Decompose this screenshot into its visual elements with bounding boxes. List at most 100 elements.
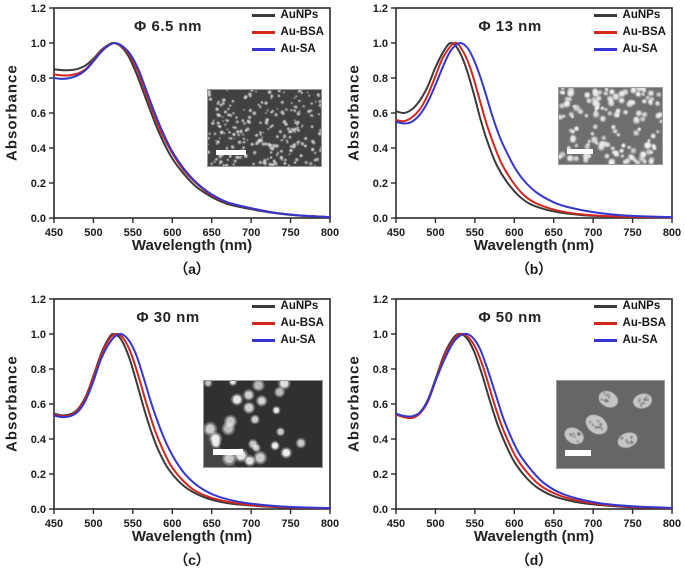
svg-text:1.0: 1.0 — [373, 329, 388, 341]
svg-text:500: 500 — [84, 227, 102, 238]
svg-text:0.4: 0.4 — [31, 434, 47, 446]
legend: AuNPs Au-BSA Au-SA — [593, 8, 666, 56]
legend-entry-aubsa: Au-BSA — [251, 25, 324, 39]
legend-entry-ausa: Au-SA — [593, 333, 666, 347]
legend: AuNPs Au-BSA Au-SA — [593, 299, 666, 347]
legend-label: AuNPs — [622, 8, 661, 21]
svg-text:550: 550 — [124, 227, 142, 238]
legend-line-swatch — [251, 48, 275, 51]
svg-text:800: 800 — [663, 518, 681, 529]
svg-text:450: 450 — [45, 227, 63, 238]
svg-text:1.2: 1.2 — [373, 294, 388, 306]
legend-entry-aunps: AuNPs — [251, 9, 324, 22]
svg-text:1.2: 1.2 — [373, 3, 388, 15]
x-axis-label: Wavelength (nm) — [131, 237, 253, 254]
legend-label: Au-BSA — [622, 25, 666, 38]
svg-text:600: 600 — [163, 227, 181, 238]
sem-inset-image — [556, 380, 665, 469]
legend-label: Au-BSA — [280, 316, 324, 329]
scalebar — [216, 150, 246, 155]
scalebar — [213, 449, 243, 455]
panel-c: Absorbance 450 500 550 600 650 700 750 800 0.0 0.… — [0, 291, 342, 582]
legend-label: Au-SA — [622, 333, 658, 346]
svg-text:0.0: 0.0 — [373, 213, 388, 225]
svg-text:0.2: 0.2 — [31, 469, 46, 481]
panel-title: Φ 13 nm — [478, 18, 542, 35]
legend-label: Au-BSA — [280, 25, 324, 38]
spectra-plot-d: 450 500 550 600 650 700 750 800 0.0 0.2 0.4 0.6 0.8 1… — [373, 294, 681, 529]
legend-line-swatch — [251, 305, 275, 308]
panel-letter: （b） — [515, 261, 553, 277]
svg-text:800: 800 — [663, 227, 681, 238]
legend-label: Au-BSA — [622, 316, 666, 329]
legend: AuNPs Au-BSA Au-SA — [251, 9, 324, 56]
svg-text:750: 750 — [281, 518, 299, 529]
svg-text:600: 600 — [505, 227, 523, 238]
panel-a: Absorbance 450 500 550 600 650 700 750 800 0.0 0.… — [0, 0, 342, 291]
svg-text:550: 550 — [466, 227, 484, 238]
svg-text:750: 750 — [623, 518, 641, 529]
svg-text:0.8: 0.8 — [31, 73, 46, 85]
sem-inset-image — [203, 380, 323, 468]
spectra-plot-c: 450 500 550 600 650 700 750 800 0.0 0.2 0.4 0.6 0.8 1… — [31, 294, 339, 529]
svg-text:0.0: 0.0 — [373, 504, 388, 516]
svg-text:0.6: 0.6 — [373, 108, 388, 120]
svg-text:0.8: 0.8 — [31, 364, 46, 376]
legend-line-swatch — [593, 305, 617, 308]
legend-entry-aunps: AuNPs — [593, 299, 666, 313]
svg-text:1.2: 1.2 — [31, 294, 46, 306]
svg-text:800: 800 — [321, 518, 339, 529]
svg-text:0.0: 0.0 — [31, 504, 46, 516]
svg-text:0.6: 0.6 — [31, 399, 46, 411]
legend-entry-aubsa: Au-BSA — [251, 316, 324, 330]
legend-entry-aubsa: Au-BSA — [593, 25, 666, 39]
scalebar — [565, 450, 591, 456]
svg-text:0.0: 0.0 — [31, 213, 46, 225]
panel-title: Φ 50 nm — [478, 309, 542, 326]
legend: AuNPs Au-BSA Au-SA — [251, 299, 324, 347]
legend-line-swatch — [251, 14, 275, 17]
legend-entry-ausa: Au-SA — [251, 333, 324, 347]
scalebar — [567, 149, 593, 154]
panel-title: Φ 30 nm — [136, 309, 200, 326]
svg-text:450: 450 — [45, 518, 63, 529]
sem-inset-image — [207, 89, 322, 167]
legend-line-swatch — [251, 31, 275, 34]
svg-text:650: 650 — [545, 518, 563, 529]
svg-text:650: 650 — [545, 227, 563, 238]
legend-line-swatch — [593, 48, 617, 51]
svg-text:0.4: 0.4 — [31, 143, 47, 155]
legend-label: AuNPs — [622, 299, 661, 312]
svg-text:600: 600 — [163, 518, 181, 529]
x-axis-label: Wavelength (nm) — [473, 237, 595, 254]
spectra-plot-a: 450 500 550 600 650 700 750 800 0.0 0.2 0.4 0.6 0.8 1… — [31, 3, 339, 238]
svg-text:450: 450 — [387, 227, 405, 238]
legend-line-swatch — [251, 322, 275, 325]
svg-text:700: 700 — [242, 518, 260, 529]
svg-text:1.0: 1.0 — [31, 329, 46, 341]
svg-text:0.4: 0.4 — [373, 434, 389, 446]
svg-text:750: 750 — [623, 227, 641, 238]
legend-entry-aunps: AuNPs — [593, 8, 666, 22]
x-axis-label: Wavelength (nm) — [131, 528, 253, 545]
svg-text:800: 800 — [321, 227, 339, 238]
legend-label: AuNPs — [280, 299, 319, 312]
svg-text:650: 650 — [203, 518, 221, 529]
panel-title: Φ 6.5 nm — [134, 18, 202, 35]
svg-text:450: 450 — [387, 518, 405, 529]
panel-letter: （a） — [174, 261, 210, 277]
svg-text:0.6: 0.6 — [373, 399, 388, 411]
legend-label: Au-SA — [280, 333, 316, 346]
svg-text:500: 500 — [84, 518, 102, 529]
spectra-plot-b: 450 500 550 600 650 700 750 800 0.0 0.2 0.4 0.6 0.8 1… — [373, 3, 681, 238]
svg-text:500: 500 — [426, 227, 444, 238]
svg-text:1.0: 1.0 — [373, 38, 388, 50]
svg-text:1.0: 1.0 — [31, 38, 46, 50]
svg-text:0.2: 0.2 — [373, 469, 388, 481]
legend-line-swatch — [251, 339, 275, 342]
svg-text:600: 600 — [505, 518, 523, 529]
x-axis-label: Wavelength (nm) — [473, 528, 595, 545]
svg-text:1.2: 1.2 — [31, 3, 46, 15]
